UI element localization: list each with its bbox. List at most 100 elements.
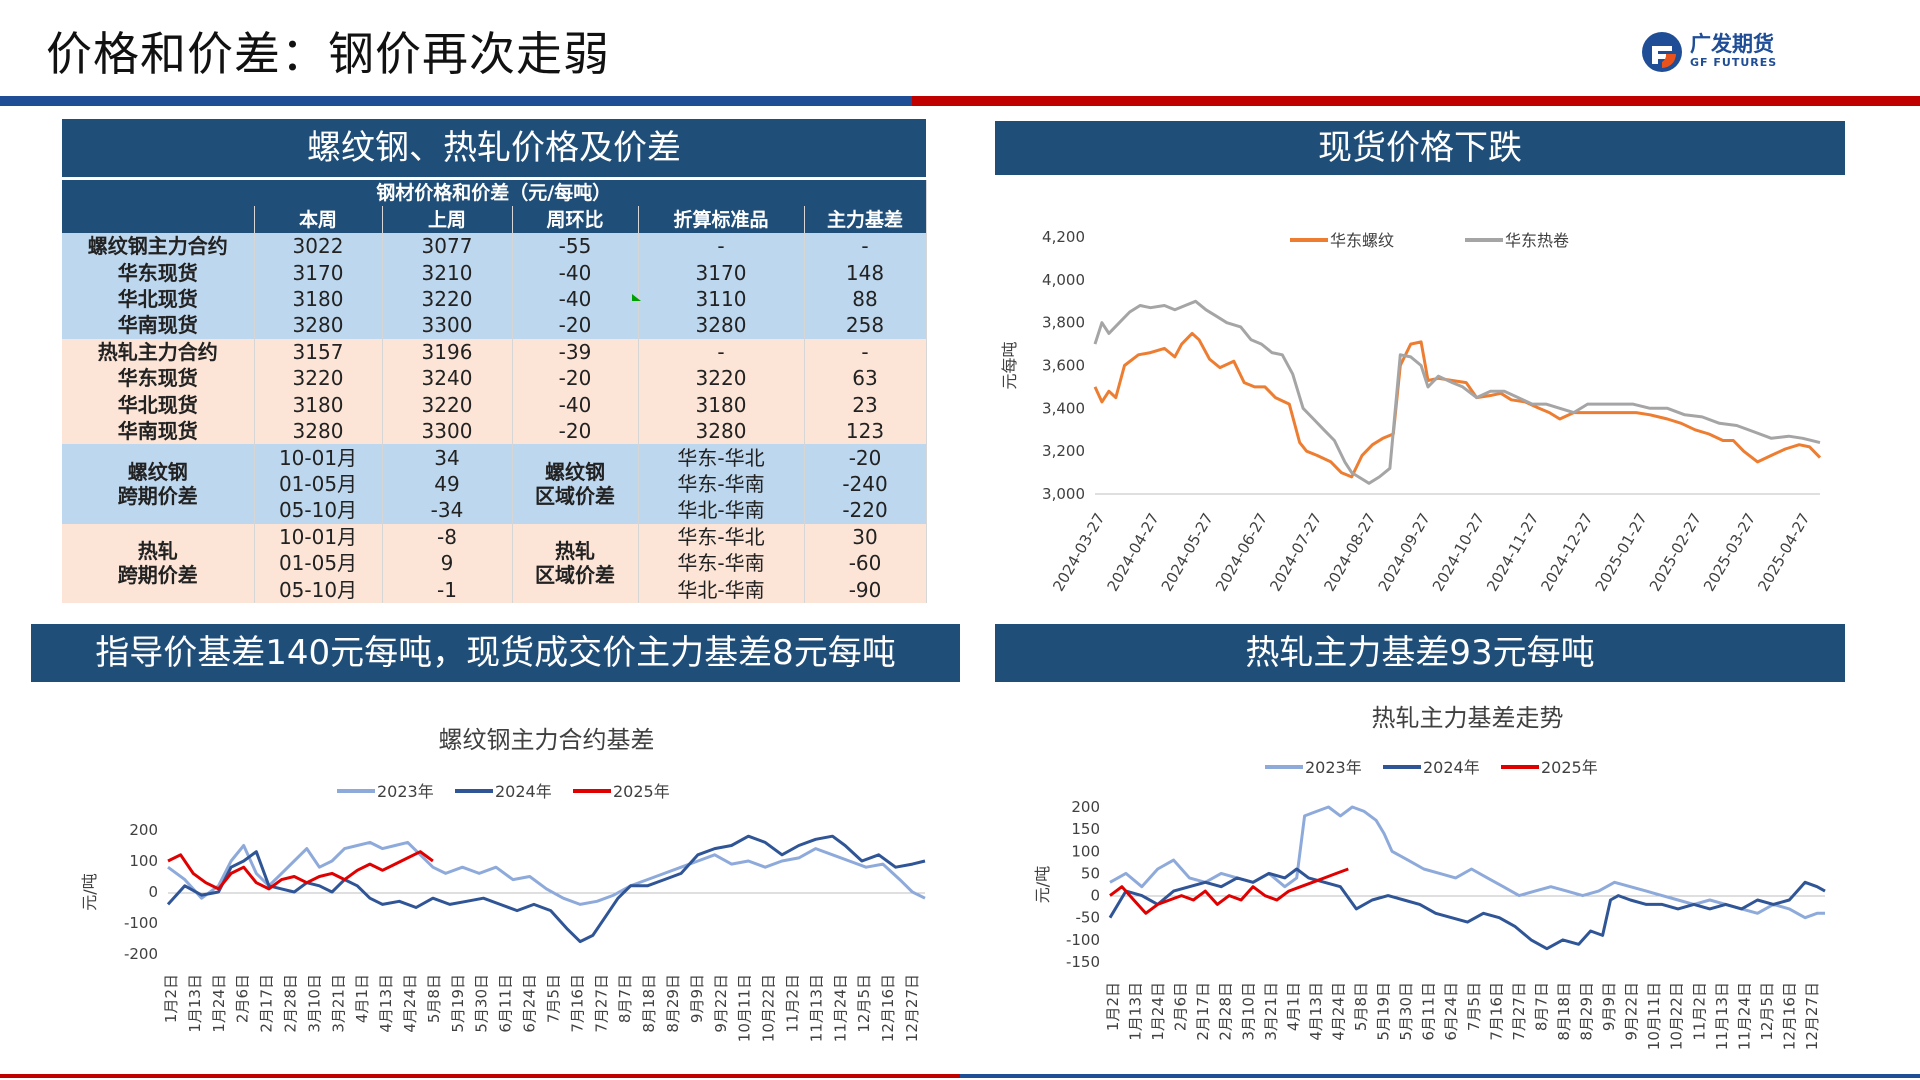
legend-label: 2025年 xyxy=(613,782,670,801)
spread-row: 螺纹钢 跨期价差 10-01月 34 螺纹钢 区域价差 华东-华北 -20 xyxy=(62,444,927,524)
table-cell: -1 xyxy=(382,576,513,603)
x-tick-label: 6月24日 xyxy=(521,974,539,1033)
x-tick-label: 3月10日 xyxy=(305,974,323,1033)
x-tick-label: 2025-01-27 xyxy=(1592,510,1651,595)
y-axis-label: 元/吨 xyxy=(1033,866,1052,903)
x-tick-label: 1月13日 xyxy=(186,974,204,1033)
rebar-basis-section-header: 指导价基差140元每吨，现货成交价主力基差8元每吨 xyxy=(31,624,960,682)
y-tick-label: -100 xyxy=(124,914,158,932)
x-tick-label: 11月24日 xyxy=(831,974,849,1042)
x-tick-label: 2025-03-27 xyxy=(1700,510,1759,595)
spread-group-label: 螺纹钢 区域价差 xyxy=(512,444,639,524)
table-header-row: 本周 上周 周环比 折算标准品 主力基差 xyxy=(62,206,927,233)
y-tick-label: 100 xyxy=(129,852,158,870)
x-tick-label: 5月19日 xyxy=(449,974,467,1033)
x-tick-label: 8月29日 xyxy=(664,974,682,1033)
series-line xyxy=(1109,867,1349,915)
x-tick-label: 11月24日 xyxy=(1735,982,1753,1050)
legend-label: 华东螺纹 xyxy=(1330,231,1394,250)
table-cell: -90 xyxy=(804,576,927,603)
spread-label-line: 跨期价差 xyxy=(117,563,198,588)
x-tick-label: 7月5日 xyxy=(1465,982,1483,1031)
x-tick-label: 10月11日 xyxy=(736,974,754,1042)
y-tick-label: -200 xyxy=(124,945,158,963)
table-cell: 9 xyxy=(382,550,513,577)
table-cell: 3240 xyxy=(382,365,513,392)
x-tick-label: 3月21日 xyxy=(329,974,347,1033)
table-cell: 华北-华南 xyxy=(638,497,805,524)
x-tick-label: 2024-07-27 xyxy=(1266,510,1325,595)
table-cell: 3220 xyxy=(382,285,513,313)
x-tick-label: 4月24日 xyxy=(1329,982,1347,1041)
x-tick-label: 2024-10-27 xyxy=(1429,510,1488,595)
table-cell: 10-01月 xyxy=(254,523,383,551)
column-header: 折算标准品 xyxy=(638,206,805,233)
x-tick-label: 5月30日 xyxy=(1397,982,1415,1041)
table-cell: -20 xyxy=(512,365,639,392)
x-tick-label: 2024-12-27 xyxy=(1537,510,1596,595)
table-cell: 3280 xyxy=(254,312,383,339)
x-tick-label: 2024-03-27 xyxy=(1049,510,1108,595)
y-tick-label: 150 xyxy=(1071,820,1100,838)
table-cell: 3300 xyxy=(382,417,513,445)
y-tick-label: 3,000 xyxy=(1042,485,1085,503)
legend-label: 2023年 xyxy=(377,782,434,801)
table-cell: - xyxy=(638,338,805,366)
x-tick-label: 2025-04-27 xyxy=(1754,510,1813,595)
x-tick-label: 4月1日 xyxy=(353,974,371,1023)
steel-price-table: 钢材价格和价差（元/每吨） 本周 上周 周环比 折算标准品 主力基差 螺纹钢主力… xyxy=(62,180,927,603)
row-label: 螺纹钢主力合约 xyxy=(62,232,255,260)
table-cell: 3280 xyxy=(254,417,383,445)
series-line xyxy=(167,840,926,906)
y-axis-label: 元/吨 xyxy=(80,873,99,910)
x-tick-label: 2月17日 xyxy=(1194,982,1212,1041)
column-header: 上周 xyxy=(382,206,513,233)
table-section-header: 螺纹钢、热轧价格及价差 xyxy=(62,119,926,177)
table-cell: - xyxy=(804,338,927,366)
company-logo: 广发期货 GF FUTURES xyxy=(1640,26,1800,74)
table-cell: 3180 xyxy=(254,285,383,313)
table-cell: -8 xyxy=(382,523,513,551)
table-cell: 30 xyxy=(804,523,927,551)
x-tick-label: 12月5日 xyxy=(855,974,873,1033)
x-tick-label: 10月22日 xyxy=(1668,982,1686,1050)
series-line xyxy=(1108,867,1826,951)
table-cell: 3170 xyxy=(638,259,805,286)
table-cell: 3220 xyxy=(382,391,513,418)
row-label: 热轧主力合约 xyxy=(62,338,255,366)
table-cell: 05-10月 xyxy=(254,576,383,603)
table-row: 华北现货 3180 3220 -40 3110 88 xyxy=(62,285,927,313)
table-cell: -20 xyxy=(804,444,927,471)
spread-label-line: 区域价差 xyxy=(535,563,615,588)
x-tick-label: 2月17日 xyxy=(258,974,276,1033)
x-tick-label: 2月28日 xyxy=(282,974,300,1033)
x-tick-label: 4月1日 xyxy=(1284,982,1302,1031)
legend-label: 华东热卷 xyxy=(1505,231,1569,250)
x-tick-label: 1月13日 xyxy=(1127,982,1145,1041)
table-cell: -40 xyxy=(512,391,639,418)
series-line xyxy=(1109,805,1825,920)
x-tick-label: 7月16日 xyxy=(568,974,586,1033)
x-tick-label: 1月2日 xyxy=(1104,982,1122,1031)
spot-section-header: 现货价格下跌 xyxy=(995,121,1845,175)
column-header: 主力基差 xyxy=(804,206,927,233)
x-tick-label: 8月29日 xyxy=(1578,982,1596,1041)
x-tick-label: 10月22日 xyxy=(760,974,778,1042)
bottom-divider-blue xyxy=(960,1074,1920,1078)
y-tick-label: 0 xyxy=(1090,887,1100,905)
logo-en-text: GF FUTURES xyxy=(1690,56,1778,69)
legend-label: 2024年 xyxy=(495,782,552,801)
table-row: 华东现货 3220 3240 -20 3220 63 xyxy=(62,365,927,392)
row-label: 华南现货 xyxy=(62,417,255,445)
table-cell: 23 xyxy=(804,391,927,418)
row-label: 华北现货 xyxy=(62,391,255,418)
x-tick-label: 5月8日 xyxy=(425,974,443,1023)
table-cell: - xyxy=(804,232,927,260)
x-tick-label: 2024-06-27 xyxy=(1212,510,1271,595)
table-cell: 3280 xyxy=(638,312,805,339)
x-tick-label: 1月2日 xyxy=(162,974,180,1023)
x-tick-label: 5月30日 xyxy=(473,974,491,1033)
y-tick-label: 4,000 xyxy=(1042,271,1085,289)
table-row: 螺纹钢主力合约 3022 3077 -55 - - xyxy=(62,232,927,260)
legend-label: 2023年 xyxy=(1305,758,1362,777)
